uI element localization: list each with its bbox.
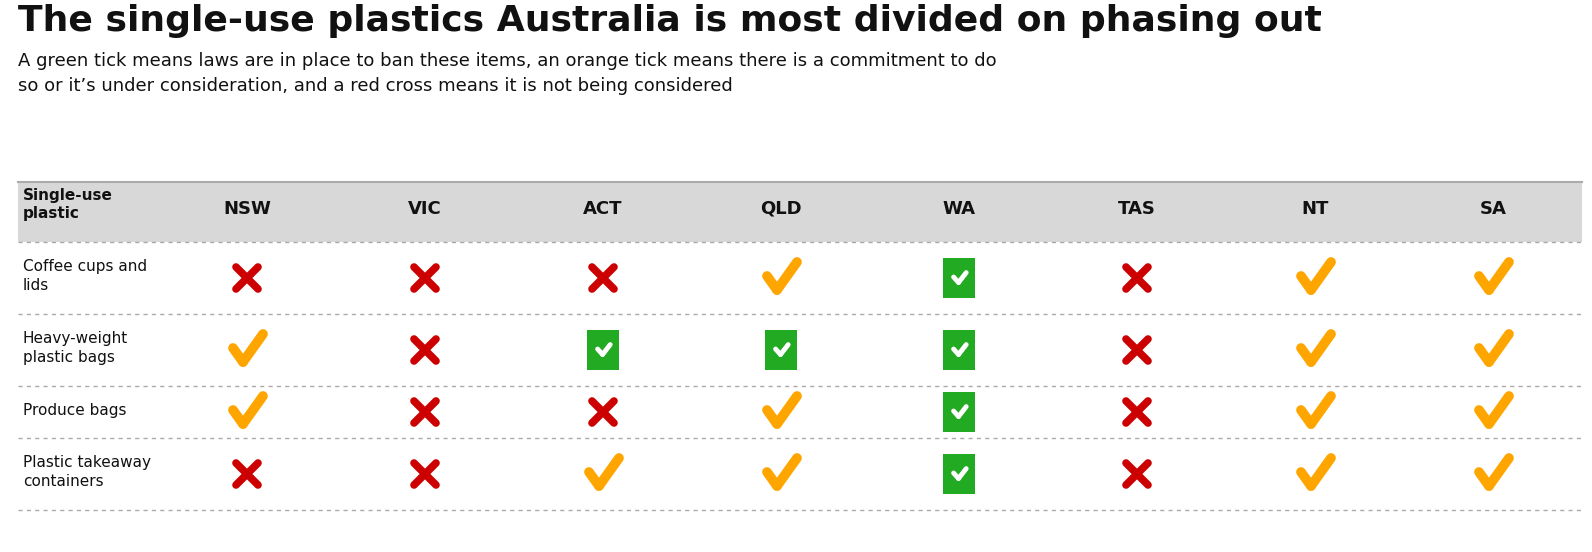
- Bar: [18, 386, 1582, 438]
- Text: ACT: ACT: [583, 200, 622, 218]
- Bar: [587, 330, 619, 370]
- Text: WA: WA: [942, 200, 976, 218]
- Bar: [942, 392, 974, 432]
- Bar: [942, 454, 974, 494]
- Bar: [18, 242, 1582, 314]
- Bar: [766, 330, 798, 370]
- Text: The single-use plastics Australia is most divided on phasing out: The single-use plastics Australia is mos…: [18, 4, 1321, 38]
- Text: QLD: QLD: [761, 200, 802, 218]
- Text: Produce bags: Produce bags: [22, 402, 126, 417]
- Text: NSW: NSW: [223, 200, 271, 218]
- Bar: [942, 330, 974, 370]
- Text: A green tick means laws are in place to ban these items, an orange tick means th: A green tick means laws are in place to …: [18, 52, 997, 95]
- Text: SA: SA: [1479, 200, 1506, 218]
- Text: Single-use
plastic: Single-use plastic: [22, 188, 113, 221]
- Bar: [18, 182, 1582, 242]
- Bar: [942, 258, 974, 298]
- Text: VIC: VIC: [408, 200, 443, 218]
- Text: Plastic takeaway
containers: Plastic takeaway containers: [22, 455, 151, 489]
- Bar: [18, 438, 1582, 510]
- Text: Heavy-weight
plastic bags: Heavy-weight plastic bags: [22, 331, 129, 365]
- Bar: [18, 314, 1582, 386]
- Text: Coffee cups and
lids: Coffee cups and lids: [22, 259, 146, 293]
- Text: NT: NT: [1301, 200, 1329, 218]
- Text: TAS: TAS: [1118, 200, 1156, 218]
